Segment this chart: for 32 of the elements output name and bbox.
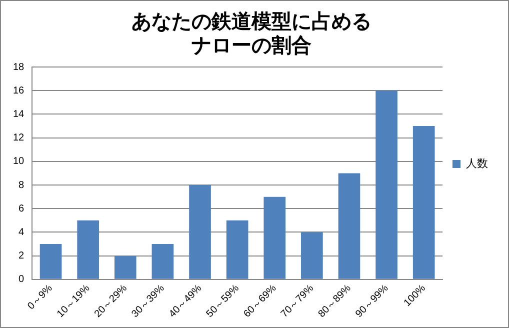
x-tick-label: 50～59%: [204, 282, 242, 320]
x-tick-label: 0～9%: [26, 282, 55, 312]
y-tick-label: 4: [18, 226, 25, 238]
text: ナローの割合: [192, 33, 312, 58]
bar: [114, 256, 136, 279]
bar: [412, 126, 435, 279]
x-tick-label: 90～99%: [354, 282, 391, 320]
y-tick-label: 10: [13, 156, 25, 168]
bar: [226, 220, 248, 279]
x-tick-label: 80～89%: [316, 282, 354, 320]
text: あなたの鉄道模型に占める: [132, 9, 372, 34]
y-tick-label: 6: [18, 203, 25, 214]
x-tick-label: 40～49%: [167, 282, 204, 320]
x-tick-label: 70～79%: [279, 282, 316, 320]
bar: [301, 232, 323, 279]
x-tick-label: 30～39%: [130, 282, 167, 320]
bar: [40, 244, 62, 279]
bar: [77, 220, 99, 279]
y-tick-label: 16: [13, 85, 25, 96]
legend-label: 人数: [466, 156, 488, 170]
bar: [189, 185, 211, 279]
bar: [376, 90, 398, 279]
y-tick-label: 18: [13, 62, 25, 73]
y-tick-label: 14: [13, 108, 25, 120]
bar: [152, 244, 174, 279]
y-tick-label: 0: [18, 274, 25, 286]
y-tick-label: 2: [18, 250, 25, 262]
bar: [338, 173, 360, 279]
y-tick-label: 12: [13, 132, 25, 144]
y-tick-label: 8: [18, 180, 25, 191]
x-tick-label: 60～69%: [242, 282, 279, 320]
bar: [264, 196, 286, 279]
